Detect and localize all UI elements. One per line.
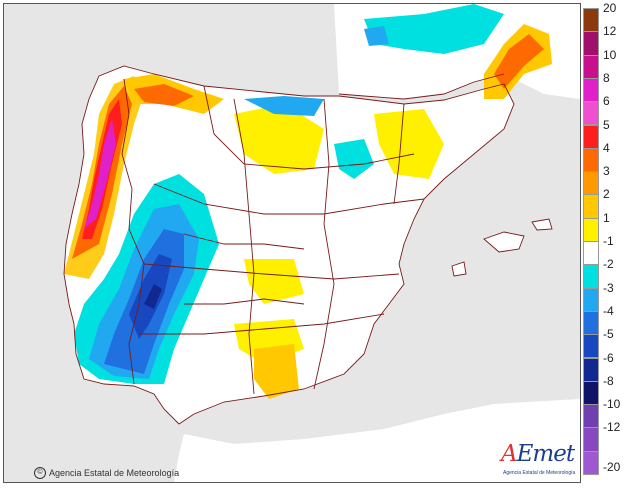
legend-swatch <box>583 241 599 266</box>
legend-swatch <box>583 404 599 429</box>
warm-anomaly-south <box>254 344 299 399</box>
legend-label: 6 <box>603 94 610 109</box>
legend-label: 5 <box>603 117 610 132</box>
anomaly-map: © Agencia Estatal de Meteorología AEmet … <box>3 3 581 483</box>
cold-anomaly-cantabria <box>244 96 324 116</box>
cold-anomaly-north-east <box>334 139 374 179</box>
legend-swatch <box>583 101 599 126</box>
credit-text: Agencia Estatal de Meteorología <box>49 468 180 478</box>
copyright-icon: © <box>34 467 46 479</box>
legend-label: 12 <box>603 24 617 39</box>
logo-brand: AEmet <box>501 441 575 467</box>
legend-swatch <box>583 310 599 336</box>
warm-anomaly-west-peak <box>84 119 116 229</box>
legend-swatch <box>583 194 599 219</box>
legend-swatch <box>583 287 599 312</box>
legend-swatch <box>583 217 599 242</box>
legend-swatch <box>583 54 599 79</box>
africa-land <box>174 399 580 482</box>
legend-label: -12 <box>603 420 621 435</box>
legend-swatch <box>583 334 599 359</box>
warm-anomaly-center <box>244 259 304 304</box>
borders <box>63 65 553 425</box>
menorca <box>532 219 552 230</box>
legend-label: 20 <box>603 1 617 15</box>
legend-swatch <box>583 147 599 173</box>
logo-subtitle: Agencia Estatal de Meteorología <box>503 470 576 476</box>
legend-label: -6 <box>603 350 614 365</box>
legend-label: -20 <box>603 459 621 474</box>
legend-label: 2 <box>603 187 610 202</box>
legend-swatch <box>583 357 599 382</box>
legend-label: 10 <box>603 47 617 62</box>
legend-label: 8 <box>603 70 610 85</box>
legend-label: -1 <box>603 234 614 248</box>
legend-swatch <box>583 171 599 196</box>
legend-label: -4 <box>603 303 614 318</box>
legend-swatch <box>583 380 599 406</box>
legend-swatch <box>583 427 599 452</box>
mallorca <box>484 232 524 252</box>
legend-label: -5 <box>603 327 614 342</box>
warm-anomaly-center-north <box>234 104 324 174</box>
legend-label: -8 <box>603 373 614 388</box>
warm-anomaly-catalonia-core <box>494 34 544 89</box>
cold-anomaly-max <box>144 284 162 309</box>
legend-swatch <box>583 31 599 56</box>
color-legend: 20 12 10 8 6 5 4 3 2 1 -1 -2 -3 -4 -5 -6 -8 -10 -12 -20 <box>583 1 630 478</box>
legend-label: 3 <box>603 164 610 179</box>
legend-label: 1 <box>603 210 610 225</box>
legend-label: -3 <box>603 280 614 295</box>
warm-anomaly-north-core <box>134 84 194 106</box>
legend-swatch <box>583 264 599 289</box>
cold-anomaly-france <box>364 4 504 54</box>
ibiza <box>452 262 466 276</box>
cold-anomaly-france-core <box>364 26 389 46</box>
legend-label: 4 <box>603 140 610 155</box>
legend-swatch <box>583 8 599 33</box>
legend-swatch <box>583 450 599 475</box>
legend-label: -2 <box>603 257 614 272</box>
aemet-logo: AEmet Agencia Estatal de Meteorología <box>501 441 577 481</box>
legend-swatch <box>583 77 599 103</box>
iberia-map <box>4 4 580 482</box>
legend-label: -10 <box>603 397 621 412</box>
credit-line: © Agencia Estatal de Meteorología <box>34 467 179 479</box>
legend-swatch <box>583 124 599 149</box>
warm-anomaly-ebro <box>374 109 444 179</box>
